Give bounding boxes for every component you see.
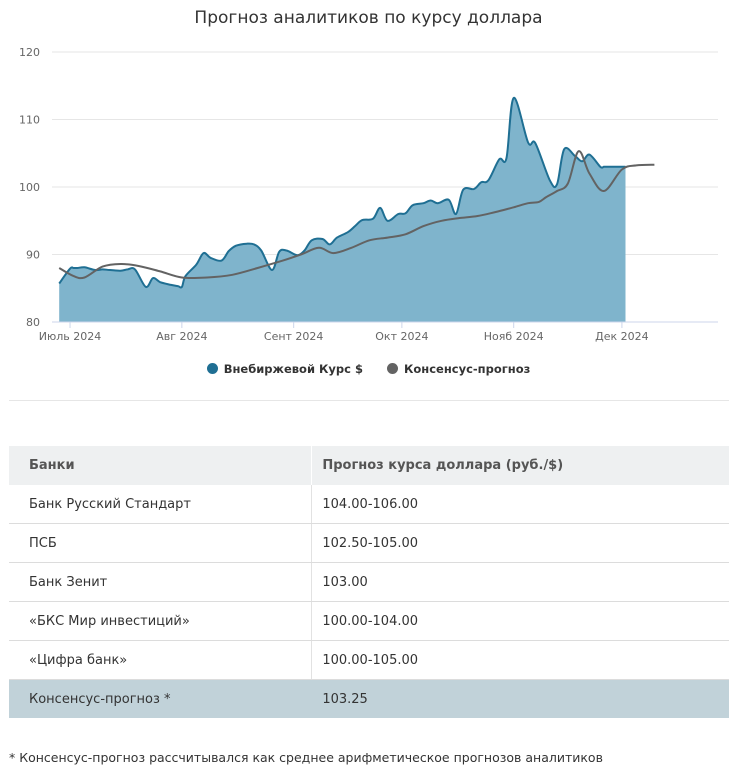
y-tick-label: 110	[19, 114, 40, 127]
bank-name-cell: Банк Русский Стандарт	[9, 485, 312, 524]
consensus-row: Консенсус-прогноз * 103.25	[9, 679, 729, 718]
legend-dot-consensus	[386, 363, 398, 374]
x-tick-label: Окт 2024	[375, 330, 428, 343]
y-tick-label: 80	[26, 316, 40, 329]
area-series-fill	[59, 97, 626, 323]
table-row: Банк Русский Стандарт 104.00-106.00	[9, 485, 729, 524]
chart-svg: 80 90 100 110 120 Июль 2024 Авг 2024 Сент 2024…	[19, 46, 718, 343]
table-header-row: Банки Прогноз курса доллара (руб./$)	[9, 446, 729, 485]
footnote: * Консенсус-прогноз рассчитывался как ср…	[9, 750, 603, 765]
table-row: Банк Зенит 103.00	[9, 562, 729, 602]
section-divider	[9, 400, 729, 401]
legend-label-consensus: Консенсус-прогноз	[403, 362, 531, 376]
legend-item-rate[interactable]: Внебиржевой Курс $	[206, 362, 363, 376]
forecast-value-cell: 100.00-105.00	[311, 640, 729, 680]
x-tick-label: Авг 2024	[156, 330, 207, 343]
table-row: «Цифра банк» 100.00-105.00	[9, 640, 729, 680]
consensus-value-cell: 103.25	[311, 679, 729, 718]
x-tick-label: Дек 2024	[595, 330, 649, 343]
table-row: ПСБ 102.50-105.00	[9, 523, 729, 563]
x-tick-label: Июль 2024	[39, 330, 102, 343]
y-tick-label: 120	[19, 46, 40, 59]
forecast-value-cell: 102.50-105.00	[311, 523, 729, 563]
table-row: «БКС Мир инвестиций» 100.00-104.00	[9, 601, 729, 641]
y-tick-label: 90	[26, 249, 40, 262]
forecast-table: Банки Прогноз курса доллара (руб./$) Бан…	[9, 446, 729, 718]
area-series-line	[58, 96, 626, 289]
consensus-series-line	[58, 150, 655, 280]
column-header-banks: Банки	[9, 446, 312, 485]
bank-name-cell: Банк Зенит	[9, 562, 312, 602]
forecast-value-cell: 103.00	[311, 562, 729, 602]
bank-name-cell: ПСБ	[9, 523, 312, 563]
consensus-label-cell: Консенсус-прогноз *	[9, 679, 312, 718]
forecast-value-cell: 100.00-104.00	[311, 601, 729, 641]
forecast-value-cell: 104.00-106.00	[311, 485, 729, 524]
y-axis-ticks: 80 90 100 110 120	[19, 46, 40, 329]
bank-name-cell: «Цифра банк»	[9, 640, 312, 680]
legend-item-consensus[interactable]: Консенсус-прогноз	[386, 362, 531, 376]
chart-legend: Внебиржевой Курс $ Консенсус-прогноз	[0, 362, 737, 376]
legend-label-rate: Внебиржевой Курс $	[223, 362, 363, 376]
legend-dot-rate	[206, 363, 218, 374]
column-header-forecast: Прогноз курса доллара (руб./$)	[311, 446, 729, 485]
chart-title: Прогноз аналитиков по курсу доллара	[194, 8, 543, 28]
x-tick-label: Сент 2024	[264, 330, 324, 343]
x-tick-label: Нояб 2024	[484, 330, 544, 343]
bank-name-cell: «БКС Мир инвестиций»	[9, 601, 312, 641]
x-axis-ticks: Июль 2024 Авг 2024 Сент 2024 Окт 2024 Нояб 2…	[39, 322, 649, 343]
y-tick-label: 100	[19, 181, 40, 194]
